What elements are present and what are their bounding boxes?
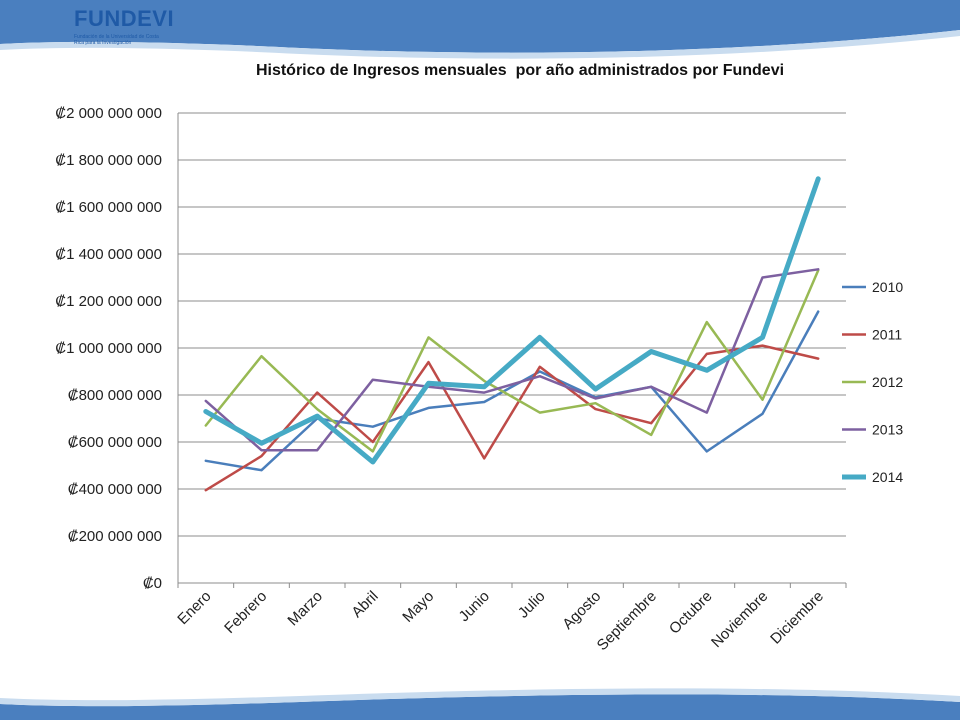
x-tick-label: Abril bbox=[348, 588, 381, 621]
logo-tagline: Fundación de la Universidad de Costa Ric… bbox=[74, 34, 159, 46]
header-band bbox=[0, 0, 960, 59]
legend: 2010 2011 2012 2013 2014 bbox=[842, 279, 903, 485]
gridlines bbox=[177, 112, 847, 588]
footer-band bbox=[0, 688, 960, 720]
x-tick-label: Noviembre bbox=[708, 588, 771, 651]
legend-label-2014: 2014 bbox=[872, 469, 903, 485]
logo-name: FUNDEVI bbox=[74, 6, 175, 31]
fundevi-logo: FUNDEVI Fundación de la Universidad de C… bbox=[60, 4, 180, 68]
x-tick-label: Diciembre bbox=[767, 588, 827, 648]
legend-label-2013: 2013 bbox=[872, 422, 903, 438]
x-tick-label: Mayo bbox=[399, 588, 437, 626]
x-axis-ticks: Enero Febrero Marzo Abril Mayo Junio Julio Agos… bbox=[174, 588, 827, 654]
x-tick-label: Julio bbox=[515, 588, 549, 622]
y-tick-label: ₡1 600 000 000 bbox=[55, 199, 162, 216]
x-tick-label: Febrero bbox=[221, 588, 270, 637]
series-line-2014 bbox=[203, 176, 821, 465]
y-tick-label: ₡1 000 000 000 bbox=[55, 340, 162, 357]
legend-label-2012: 2012 bbox=[872, 374, 903, 390]
y-axis-ticks: ₡0 ₡200 000 000 ₡400 000 000 ₡600 000 000 ₡8… bbox=[55, 105, 162, 592]
y-tick-label: ₡0 bbox=[143, 575, 162, 592]
x-tick-label: Septiembre bbox=[594, 588, 660, 654]
y-tick-label: ₡1 800 000 000 bbox=[55, 152, 162, 169]
legend-label-2011: 2011 bbox=[872, 327, 902, 343]
series-line-2013 bbox=[204, 268, 820, 452]
y-tick-label: ₡1 400 000 000 bbox=[55, 246, 162, 263]
y-tick-label: ₡800 000 000 bbox=[68, 387, 162, 404]
y-tick-label: ₡1 200 000 000 bbox=[55, 293, 162, 310]
series-lines bbox=[203, 176, 821, 492]
x-tick-label: Octubre bbox=[666, 588, 716, 638]
y-tick-label: ₡400 000 000 bbox=[68, 481, 162, 498]
y-tick-label: ₡2 000 000 000 bbox=[55, 105, 162, 122]
x-tick-label: Junio bbox=[456, 588, 493, 625]
series-line-2010 bbox=[204, 310, 820, 472]
x-tick-label: Marzo bbox=[284, 588, 325, 629]
series-line-2012 bbox=[204, 269, 820, 453]
x-tick-label: Agosto bbox=[559, 588, 604, 633]
chart-title: Histórico de Ingresos mensuales por año … bbox=[255, 62, 785, 79]
series-line-2011 bbox=[204, 344, 820, 492]
y-tick-label: ₡200 000 000 bbox=[68, 528, 162, 545]
y-tick-label: ₡600 000 000 bbox=[68, 434, 162, 451]
legend-label-2010: 2010 bbox=[872, 279, 903, 295]
x-tick-label: Enero bbox=[174, 588, 214, 628]
